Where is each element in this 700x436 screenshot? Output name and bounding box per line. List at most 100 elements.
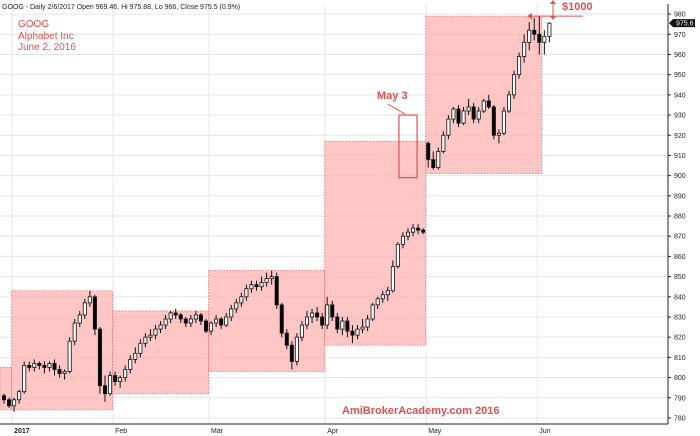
last-price-tag-bg	[669, 19, 695, 28]
candle-up	[168, 312, 173, 320]
candle-up	[446, 118, 451, 136]
candle-up	[294, 336, 299, 362]
candle-up	[133, 352, 138, 360]
title-date: June 2, 2016	[18, 42, 76, 53]
candle-up	[310, 312, 315, 318]
y-tick-label: 890	[674, 193, 686, 200]
candle-down	[335, 316, 340, 330]
y-tick-label: 870	[674, 234, 686, 241]
candle-down	[284, 332, 289, 346]
candle-up	[355, 328, 360, 336]
candle-up	[234, 302, 239, 310]
candle-up	[158, 324, 163, 330]
y-tick-label: 780	[674, 415, 686, 422]
candle-down	[350, 330, 355, 336]
candle-up	[193, 314, 198, 320]
x-tick-label: Mar	[211, 428, 224, 435]
candle-down	[279, 304, 284, 334]
y-tick-label: 920	[674, 133, 686, 140]
candle-down	[426, 142, 431, 160]
candle-up	[441, 134, 446, 152]
candle-up	[304, 316, 309, 326]
candle-up	[17, 391, 22, 401]
target-arrow-up-head	[550, 0, 556, 4]
candle-down	[37, 363, 42, 366]
candle-down	[52, 363, 57, 370]
candle-up	[451, 108, 456, 120]
candle-down	[57, 369, 62, 374]
title-symbol: GOOG	[18, 19, 49, 30]
y-tick-label: 880	[674, 214, 686, 221]
candle-down	[203, 320, 208, 332]
candle-down	[113, 375, 118, 382]
target-arrow-down-head	[550, 16, 556, 20]
candle-down	[274, 276, 279, 306]
candle-up	[269, 276, 274, 280]
y-tick-label: 960	[674, 52, 686, 59]
y-tick-label: 980	[674, 12, 686, 19]
chart-header-info: GOOG - Daily 2/6/2017 Open 969.46, Hi 97…	[2, 4, 240, 11]
candle-down	[486, 100, 491, 108]
last-price-tag: 975.6	[669, 19, 695, 28]
monthly-range-box	[0, 367, 12, 411]
candle-up	[123, 369, 128, 378]
candle-up	[299, 324, 304, 338]
candle-down	[198, 314, 203, 322]
candle-up	[360, 326, 365, 330]
candle-up	[229, 308, 234, 318]
candle-up	[365, 318, 370, 328]
y-tick-label: 840	[674, 294, 686, 301]
candle-down	[456, 108, 461, 124]
candle-up	[67, 340, 72, 372]
monthly-range-box	[324, 140, 427, 346]
y-tick-label: 860	[674, 254, 686, 261]
y-tick-label: 830	[674, 314, 686, 321]
price-arrow-head	[527, 13, 532, 20]
candle-up	[527, 29, 532, 43]
candle-down	[97, 328, 102, 387]
candle-up	[395, 243, 400, 267]
candle-up	[153, 328, 158, 336]
candle-up	[522, 41, 527, 57]
candle-down	[416, 227, 421, 231]
candle-up	[239, 296, 244, 304]
candle-up	[128, 358, 133, 370]
y-tick-label: 820	[674, 335, 686, 342]
candle-up	[400, 235, 405, 245]
x-tick-label: 2017	[14, 428, 30, 435]
y-tick-label: 790	[674, 395, 686, 402]
candle-up	[542, 35, 547, 43]
candle-up	[47, 363, 52, 368]
candle-up	[62, 371, 67, 374]
y-tick-label: 800	[674, 375, 686, 382]
candles	[2, 16, 552, 412]
candle-up	[375, 298, 380, 306]
title-company: Alphabet Inc	[18, 31, 74, 42]
y-tick-label: 930	[674, 113, 686, 120]
candle-up	[188, 318, 193, 324]
candle-up	[138, 342, 143, 354]
x-tick-label: May	[428, 428, 442, 435]
candle-up	[77, 314, 82, 324]
candle-up	[108, 375, 113, 395]
candle-up	[32, 363, 37, 368]
candle-up	[370, 304, 375, 320]
candle-down	[421, 229, 426, 233]
candle-up	[411, 227, 416, 233]
candle-down	[27, 365, 32, 368]
candle-up	[476, 110, 481, 120]
candle-down	[532, 29, 537, 35]
candle-down	[345, 320, 350, 332]
candle-up	[385, 290, 390, 296]
candle-down	[315, 312, 320, 318]
candle-up	[244, 288, 249, 298]
candle-up	[512, 74, 517, 96]
candle-up	[325, 304, 330, 326]
x-tick-label: Feb	[115, 428, 127, 435]
candle-up	[506, 94, 511, 112]
candle-up	[259, 282, 264, 288]
candle-up	[264, 278, 269, 284]
candle-up	[214, 318, 219, 324]
candle-up	[148, 334, 153, 338]
candle-up	[163, 318, 168, 326]
